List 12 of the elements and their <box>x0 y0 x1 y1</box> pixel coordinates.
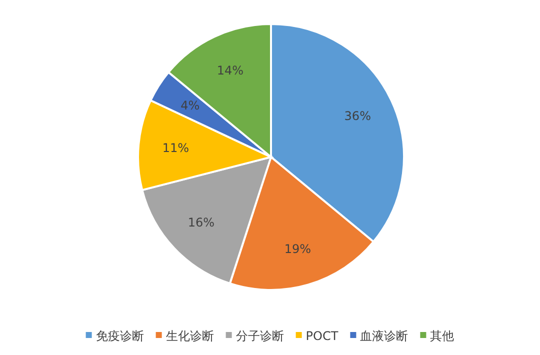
legend-label: 其他 <box>430 329 454 343</box>
legend-label: 分子诊断 <box>236 329 284 343</box>
legend-label: 免疫诊断 <box>96 329 144 343</box>
data-label: 16% <box>188 216 215 230</box>
legend-label: POCT <box>306 329 339 343</box>
data-label: 14% <box>216 63 244 78</box>
legend-label: 生化诊断 <box>166 329 214 343</box>
data-label: 36% <box>344 109 371 124</box>
legend-label: 血液诊断 <box>360 329 408 343</box>
data-label: 4% <box>180 98 200 113</box>
data-label: 19% <box>284 242 312 256</box>
data-label: 11% <box>162 140 189 155</box>
